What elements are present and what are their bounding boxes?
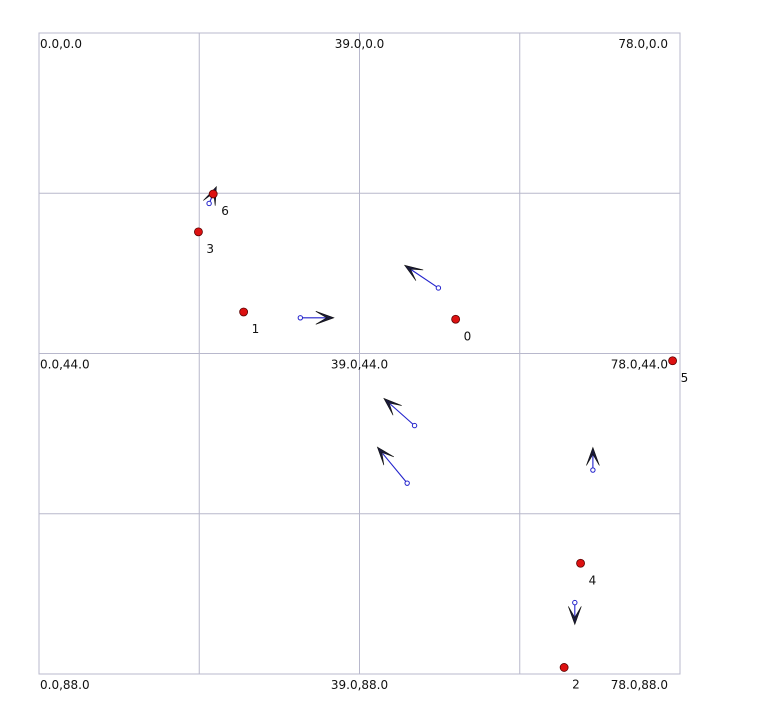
point-label: 6	[221, 204, 229, 218]
coordinate-labels: 0.0,0.0 39.0,0.0 78.0,0.0 0.0,44.0 39.0,44.0…	[40, 37, 668, 692]
vector-origin-marker	[435, 285, 442, 291]
point-2: 2	[559, 663, 580, 691]
point-5: 5	[668, 356, 689, 385]
vector-arrow	[403, 264, 442, 291]
arrow-head-icon	[568, 606, 582, 626]
vector-arrow	[586, 446, 600, 473]
coord-label-39-0: 39.0,0.0	[335, 37, 385, 51]
arrow-head-icon	[383, 397, 402, 416]
point-marker	[668, 356, 678, 366]
point-marker	[451, 314, 461, 324]
vector-shaft	[382, 452, 408, 484]
grid	[38, 32, 681, 675]
arrow-head-icon	[376, 446, 395, 466]
vector-layer	[203, 185, 600, 626]
point-label: 2	[572, 677, 580, 691]
vector-shaft	[389, 403, 415, 427]
point-layer: 0 1 2 3 4 5 6	[194, 189, 689, 691]
point-label: 4	[589, 573, 597, 587]
point-label: 5	[681, 371, 689, 385]
vector-origin-marker	[297, 315, 304, 321]
coord-label-78-0: 78.0,0.0	[618, 37, 668, 51]
vector-arrow	[376, 446, 410, 486]
coord-label-39-88: 39.0,88.0	[331, 678, 388, 692]
arrow-head-icon	[403, 264, 424, 281]
point-label: 1	[252, 322, 260, 336]
arrow-head-icon	[315, 311, 335, 325]
point-4: 4	[576, 558, 597, 587]
coord-label-78-88: 78.0,88.0	[611, 678, 668, 692]
coord-label-0-0: 0.0,0.0	[40, 37, 82, 51]
vector-origin-marker	[572, 599, 578, 606]
point-label: 3	[206, 242, 214, 256]
point-marker	[559, 663, 569, 672]
point-6: 6	[208, 189, 229, 218]
vector-origin-marker	[206, 200, 212, 207]
point-marker	[194, 227, 203, 237]
point-marker	[576, 558, 585, 568]
arrow-head-icon	[586, 446, 600, 466]
point-label: 0	[464, 329, 472, 343]
vector-arrow	[297, 311, 335, 325]
coord-label-0-88: 0.0,88.0	[40, 678, 90, 692]
vector-origin-marker	[411, 422, 418, 429]
vector-arrow	[383, 397, 418, 429]
coord-label-39-44: 39.0,44.0	[331, 358, 388, 372]
point-marker	[239, 307, 249, 317]
vector-shaft	[410, 269, 439, 289]
vector-origin-marker	[404, 480, 410, 486]
vector-arrow	[568, 599, 582, 626]
point-marker	[208, 189, 218, 199]
point-1: 1	[239, 307, 260, 336]
point-0: 0	[451, 314, 472, 343]
coord-label-78-44: 78.0,44.0	[611, 358, 668, 372]
coord-label-0-44: 0.0,44.0	[40, 358, 90, 372]
point-3: 3	[194, 227, 214, 256]
vector-origin-marker	[590, 467, 596, 473]
